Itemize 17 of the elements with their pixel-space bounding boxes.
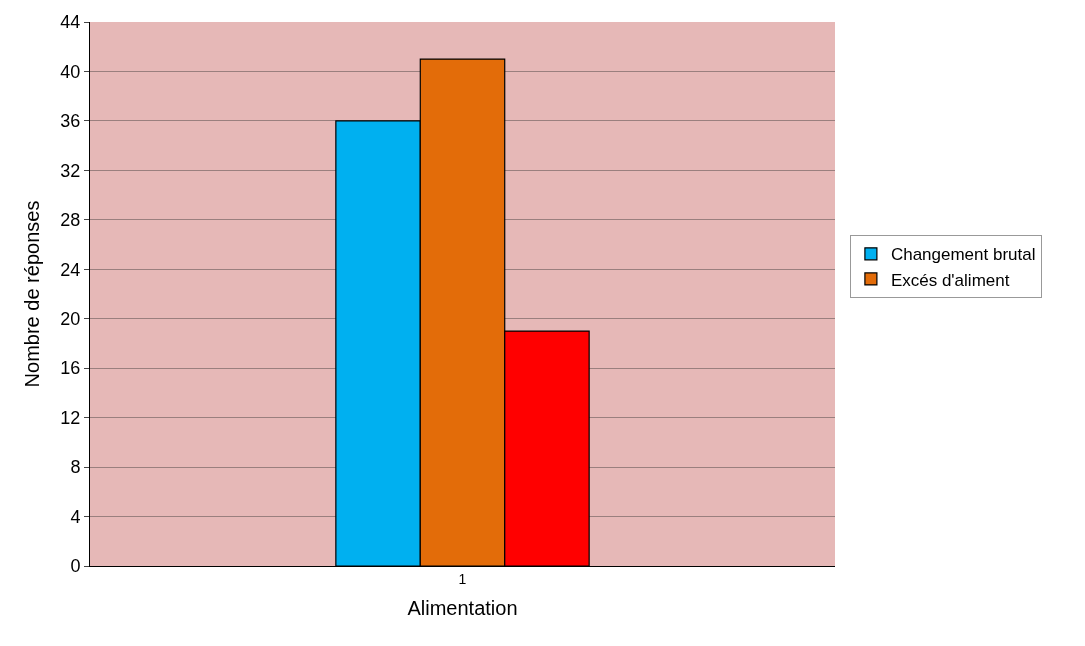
y-tick-label: 4 (70, 506, 81, 527)
y-tick-label: 12 (60, 407, 81, 428)
y-tick-label: 28 (60, 210, 81, 231)
y-tick-label: 32 (60, 160, 81, 181)
y-tick-label: 16 (60, 358, 81, 379)
y-tick-label: 0 (70, 556, 81, 577)
y-tick-label: 36 (60, 111, 81, 132)
legend-label: Changement brutal (890, 245, 1036, 265)
y-tick-label: 40 (60, 61, 81, 82)
y-tick-label: 24 (60, 259, 81, 280)
x-axis-title: Alimentation (407, 597, 518, 620)
y-tick-label: 8 (70, 457, 81, 478)
y-tick-label: 20 (60, 309, 81, 330)
legend-label: Excés d'aliment (890, 270, 1010, 290)
x-tick-label: 1 (458, 570, 467, 587)
y-tick-label: 44 (60, 12, 81, 33)
y-axis-title: Nombre de réponses (20, 200, 43, 388)
